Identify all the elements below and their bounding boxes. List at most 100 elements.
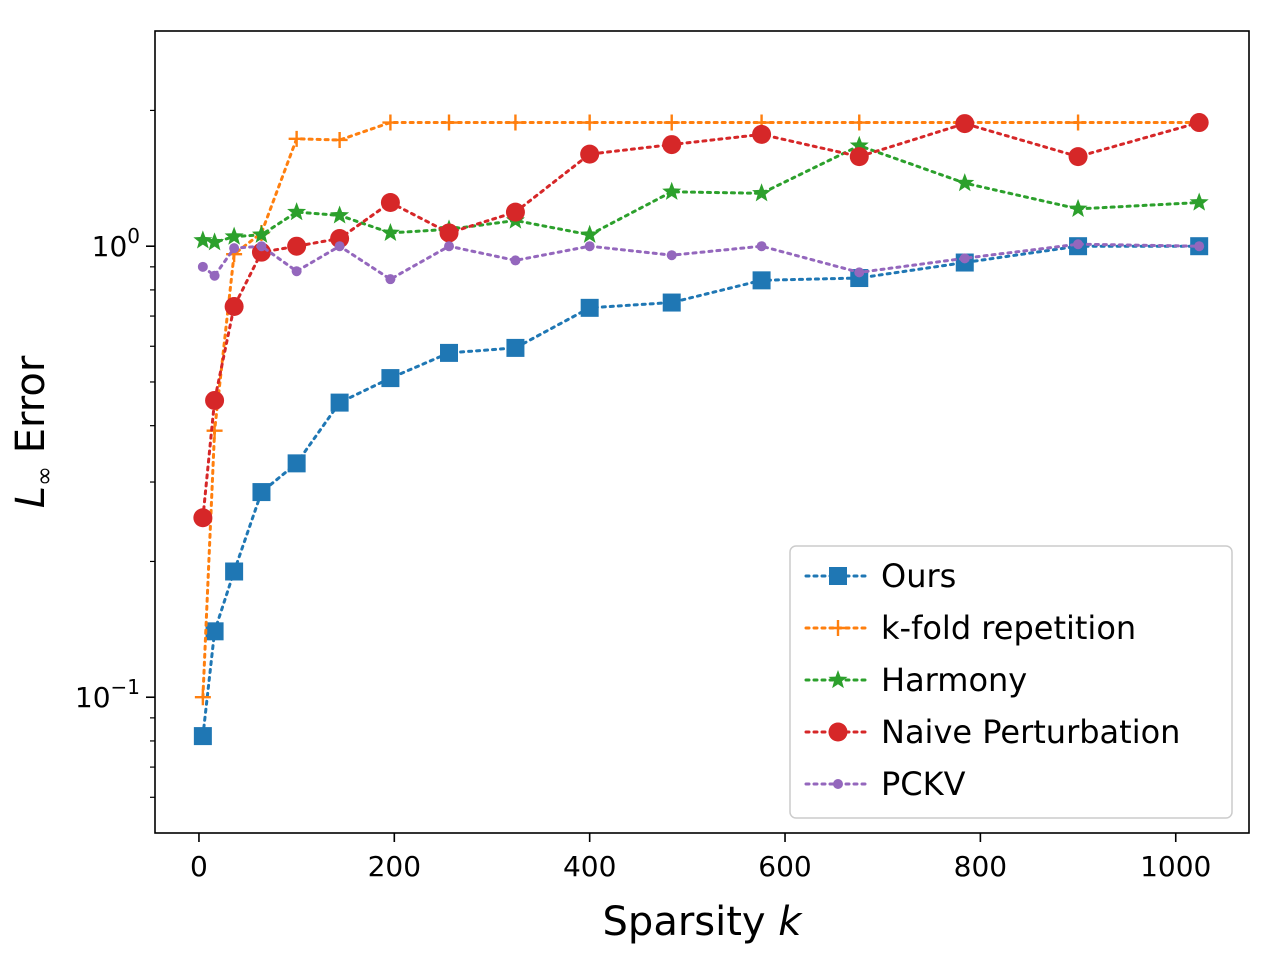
x-tick-label: 200 — [368, 850, 421, 883]
data-point-ours — [381, 369, 400, 388]
legend-item-ours: Ours — [804, 557, 956, 595]
data-point-harmony — [224, 226, 244, 245]
legend: Ours k-fold repetition Harmony Naive Pertur… — [789, 545, 1233, 819]
data-point-k-fold-repetition — [507, 114, 524, 131]
x-axis-label-text: Sparsity — [603, 899, 779, 945]
data-point-harmony — [1068, 198, 1088, 217]
data-point-ours — [287, 454, 306, 473]
data-point-naive-perturbation — [662, 135, 682, 155]
data-point-ours — [580, 298, 599, 317]
data-point-pckv — [510, 255, 521, 266]
legend-item-naive-perturbation: Naive Perturbation — [804, 713, 1180, 751]
data-point-harmony — [251, 224, 271, 243]
legend-label: PCKV — [881, 765, 966, 803]
y-tick-label: 10−1 — [75, 675, 140, 714]
data-point-harmony — [287, 202, 307, 221]
data-point-ours — [662, 293, 681, 312]
x-axis: 0 200 400 600 800 1000 — [190, 833, 1211, 883]
data-point-naive-perturbation — [224, 297, 244, 317]
plot-frame — [154, 30, 1250, 834]
data-point-naive-perturbation — [193, 508, 213, 528]
legend-item-harmony: Harmony — [804, 661, 1027, 699]
data-point-k-fold-repetition — [581, 114, 598, 131]
legend-marker — [833, 779, 843, 789]
data-point-pckv — [334, 241, 345, 252]
data-point-pckv — [666, 250, 677, 261]
data-point-pckv — [385, 274, 396, 285]
data-point-pckv — [291, 266, 302, 277]
data-point-naive-perturbation — [1068, 147, 1088, 167]
x-tick-label: 600 — [758, 850, 811, 883]
data-point-naive-perturbation — [752, 124, 772, 144]
series-line-ours — [201, 244, 1201, 738]
data-point-ours — [330, 393, 349, 412]
data-point-pckv — [756, 241, 767, 252]
data-point-k-fold-repetition — [1070, 114, 1087, 131]
data-point-harmony — [849, 135, 869, 154]
x-axis-label-var: k — [778, 899, 803, 945]
data-point-harmony — [205, 232, 225, 251]
data-point-harmony — [580, 224, 600, 243]
series-line-harmony — [201, 144, 1201, 244]
y-axis-label-text: Error — [8, 355, 54, 466]
legend-label: Harmony — [881, 661, 1027, 699]
data-point-ours — [506, 338, 525, 357]
y-axis: 10−1 100 — [75, 109, 155, 798]
data-point-naive-perturbation — [505, 202, 525, 222]
data-point-pckv — [959, 253, 970, 264]
data-point-k-fold-repetition — [206, 422, 223, 439]
y-tick-label: 100 — [92, 224, 140, 263]
data-point-ours — [252, 483, 271, 502]
data-point-harmony — [380, 222, 400, 242]
data-point-ours — [205, 622, 224, 641]
data-point-ours — [440, 343, 459, 362]
data-point-harmony — [752, 183, 772, 202]
data-point-k-fold-repetition — [288, 130, 305, 147]
data-point-pckv — [256, 241, 267, 252]
x-tick-label: 800 — [954, 850, 1007, 883]
legend-item-pckv: PCKV — [804, 765, 966, 803]
data-point-harmony — [330, 205, 350, 224]
data-point-pckv — [197, 261, 208, 272]
data-point-naive-perturbation — [849, 147, 869, 167]
data-point-naive-perturbation — [205, 390, 225, 410]
data-point-k-fold-repetition — [194, 689, 211, 706]
legend-label: k-fold repetition — [881, 609, 1136, 647]
data-point-pckv — [1194, 241, 1205, 252]
data-point-harmony — [193, 230, 213, 249]
series-layer — [193, 113, 1209, 746]
x-tick-label: 400 — [563, 850, 616, 883]
data-point-ours — [225, 562, 244, 581]
data-point-k-fold-repetition — [441, 114, 458, 131]
data-point-naive-perturbation — [1189, 113, 1209, 133]
series-line-naive-perturbation — [201, 121, 1201, 520]
data-point-pckv — [444, 241, 455, 252]
data-point-naive-perturbation — [380, 192, 400, 212]
data-point-k-fold-repetition — [382, 114, 399, 131]
data-point-pckv — [1073, 239, 1084, 250]
data-point-pckv — [584, 241, 595, 252]
legend-marker — [828, 722, 848, 742]
legend-marker — [829, 567, 847, 585]
data-point-k-fold-repetition — [331, 131, 348, 148]
y-axis-label-sub: ∞ — [30, 466, 58, 486]
data-point-harmony — [662, 181, 682, 200]
legend-item-k-fold-repetition: k-fold repetition — [804, 609, 1136, 647]
data-point-k-fold-repetition — [851, 114, 868, 131]
series-pckv — [197, 239, 1205, 285]
legend-label: Ours — [881, 557, 956, 595]
legend-label: Naive Perturbation — [881, 713, 1180, 751]
data-point-pckv — [229, 243, 240, 254]
data-point-ours — [193, 727, 212, 746]
data-point-naive-perturbation — [439, 223, 459, 243]
data-point-naive-perturbation — [955, 114, 975, 134]
data-point-naive-perturbation — [287, 236, 307, 256]
x-axis-label: Sparsity k — [603, 899, 804, 945]
data-point-naive-perturbation — [580, 144, 600, 164]
x-tick-label: 1000 — [1140, 850, 1211, 883]
data-point-ours — [752, 271, 771, 290]
y-axis-label: L∞ Error — [8, 355, 58, 508]
y-axis-label-var: L — [8, 486, 54, 508]
legend-frame — [789, 545, 1233, 819]
